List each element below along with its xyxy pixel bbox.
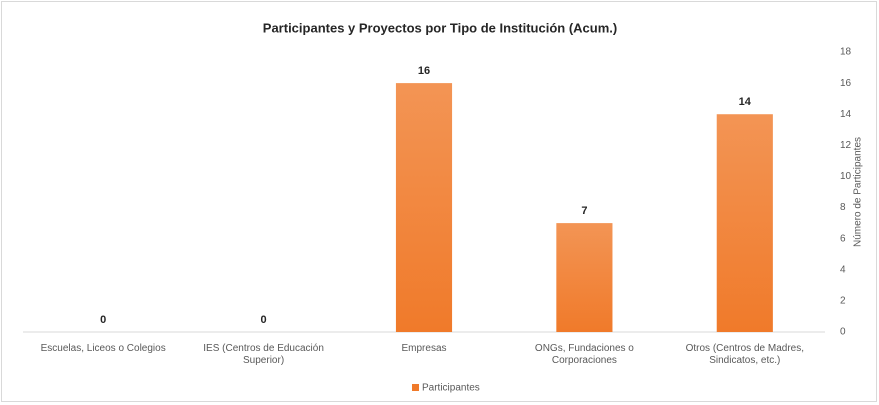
x-tick-label: Empresas (401, 343, 447, 354)
data-label: 14 (739, 96, 752, 108)
chart-title: Participantes y Proyectos por Tipo de In… (263, 20, 617, 35)
legend-swatch (412, 384, 419, 391)
y-tick-label: 8 (840, 202, 846, 213)
y-axis-label: Número de Participantes (853, 137, 864, 247)
x-tick-label: IES (Centros de Educación Superior) (203, 343, 324, 366)
data-label: 16 (418, 65, 430, 77)
data-label: 0 (261, 314, 267, 326)
y-tick-label: 12 (840, 140, 852, 151)
x-tick-label: Escuelas, Liceos o Colegios (40, 343, 166, 354)
x-tick-label: ONGs, Fundaciones o Corporaciones (534, 343, 634, 366)
legend-label: Participantes (422, 383, 480, 394)
y-tick-label: 6 (840, 233, 846, 244)
y-tick-label: 14 (840, 109, 852, 120)
x-tick-label: Otros (Centros de Madres, Sindicatos, et… (685, 343, 804, 366)
bar (716, 114, 773, 332)
y-tick-label: 16 (840, 78, 852, 89)
data-label: 7 (581, 205, 587, 217)
y-tick-label: 4 (840, 264, 846, 275)
y-tick-label: 0 (840, 327, 846, 338)
bar (395, 83, 453, 332)
bar (556, 223, 613, 332)
y-tick-label: 2 (840, 296, 846, 307)
y-tick-label: 10 (840, 171, 852, 182)
data-label: 0 (100, 314, 106, 326)
y-tick-label: 18 (840, 47, 852, 58)
